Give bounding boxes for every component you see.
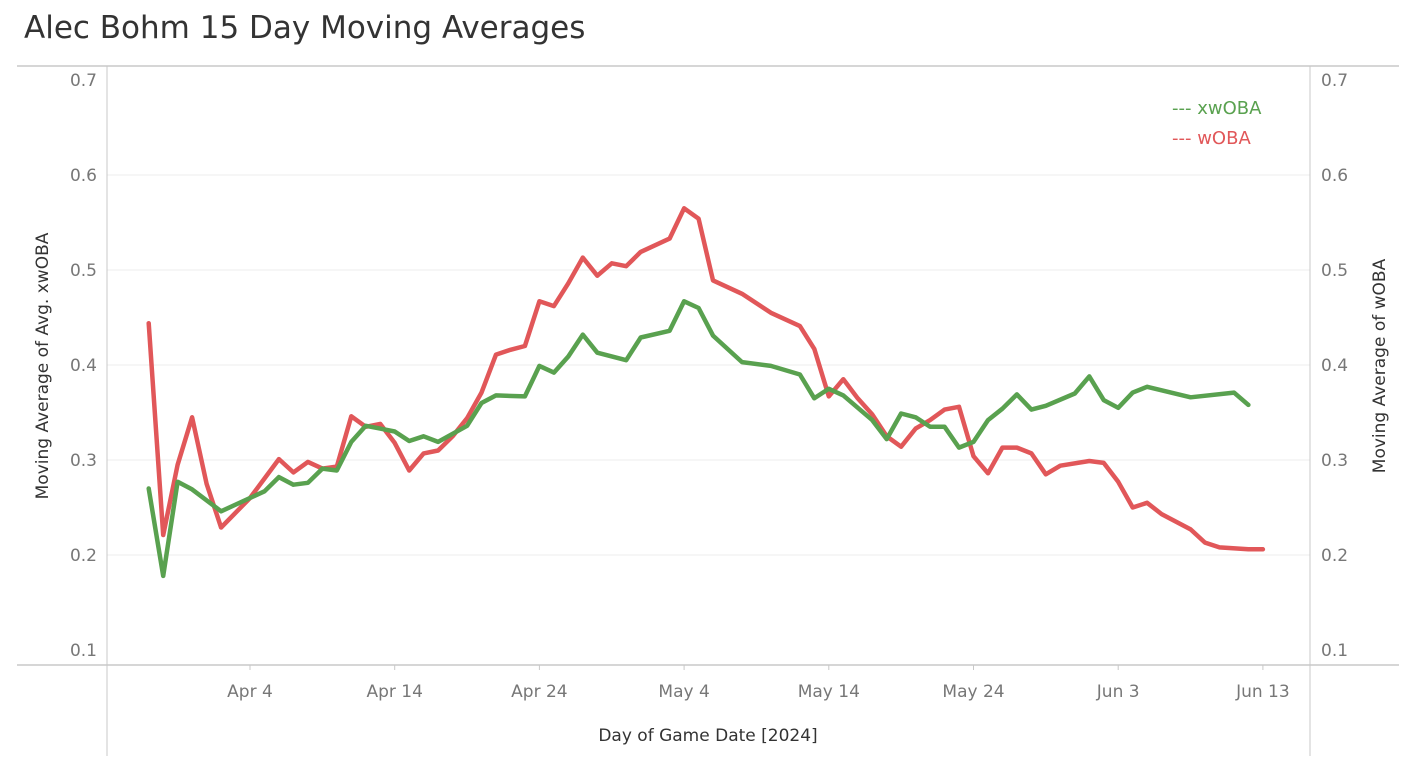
legend: --- xwOBA --- wOBA (1172, 98, 1262, 149)
right-y-tick-label: 0.7 (1321, 71, 1348, 91)
x-tick-label: May 24 (942, 682, 1004, 702)
x-axis-title: Day of Game Date [2024] (598, 726, 817, 746)
right-y-axis: 0.1 0.2 0.3 0.4 0.5 0.6 0.7 (1321, 71, 1348, 661)
left-y-tick-label: 0.7 (70, 71, 97, 91)
right-y-tick-label: 0.3 (1321, 451, 1348, 471)
x-axis: Apr 4 Apr 14 Apr 24 May 4 May 14 May 24 Jun 3 J… (227, 665, 1290, 702)
right-y-tick-label: 0.1 (1321, 641, 1348, 661)
x-tick-label: Jun 13 (1235, 682, 1290, 702)
right-y-tick-label: 0.6 (1321, 166, 1348, 186)
x-tick-label: May 4 (658, 682, 709, 702)
x-tick-label: Apr 14 (366, 682, 422, 702)
left-y-tick-label: 0.4 (70, 356, 97, 376)
right-y-tick-label: 0.4 (1321, 356, 1348, 376)
x-tick-label: Apr 24 (511, 682, 567, 702)
right-y-axis-title: Moving Average of wOBA (1370, 258, 1390, 473)
right-y-tick-label: 0.2 (1321, 546, 1348, 566)
x-tick-label: Jun 3 (1096, 682, 1140, 702)
left-y-tick-label: 0.3 (70, 451, 97, 471)
x-tick-label: Apr 4 (227, 682, 273, 702)
left-y-axis-title: Moving Average of Avg. xwOBA (33, 232, 53, 499)
left-y-tick-label: 0.6 (70, 166, 97, 186)
legend-item-xwOBA: --- xwOBA (1172, 98, 1262, 119)
left-y-tick-label: 0.2 (70, 546, 97, 566)
left-y-tick-label: 0.5 (70, 261, 97, 281)
chart-title: Alec Bohm 15 Day Moving Averages (24, 10, 586, 46)
left-y-axis: 0.1 0.2 0.3 0.4 0.5 0.6 0.7 (70, 71, 97, 661)
series-layer (146, 206, 1266, 579)
left-y-tick-label: 0.1 (70, 641, 97, 661)
series-line-xwOBA (146, 299, 1251, 579)
right-y-tick-label: 0.5 (1321, 261, 1348, 281)
x-tick-label: May 14 (798, 682, 860, 702)
legend-item-wOBA: --- wOBA (1172, 128, 1251, 149)
series-line-wOBA (146, 206, 1266, 552)
